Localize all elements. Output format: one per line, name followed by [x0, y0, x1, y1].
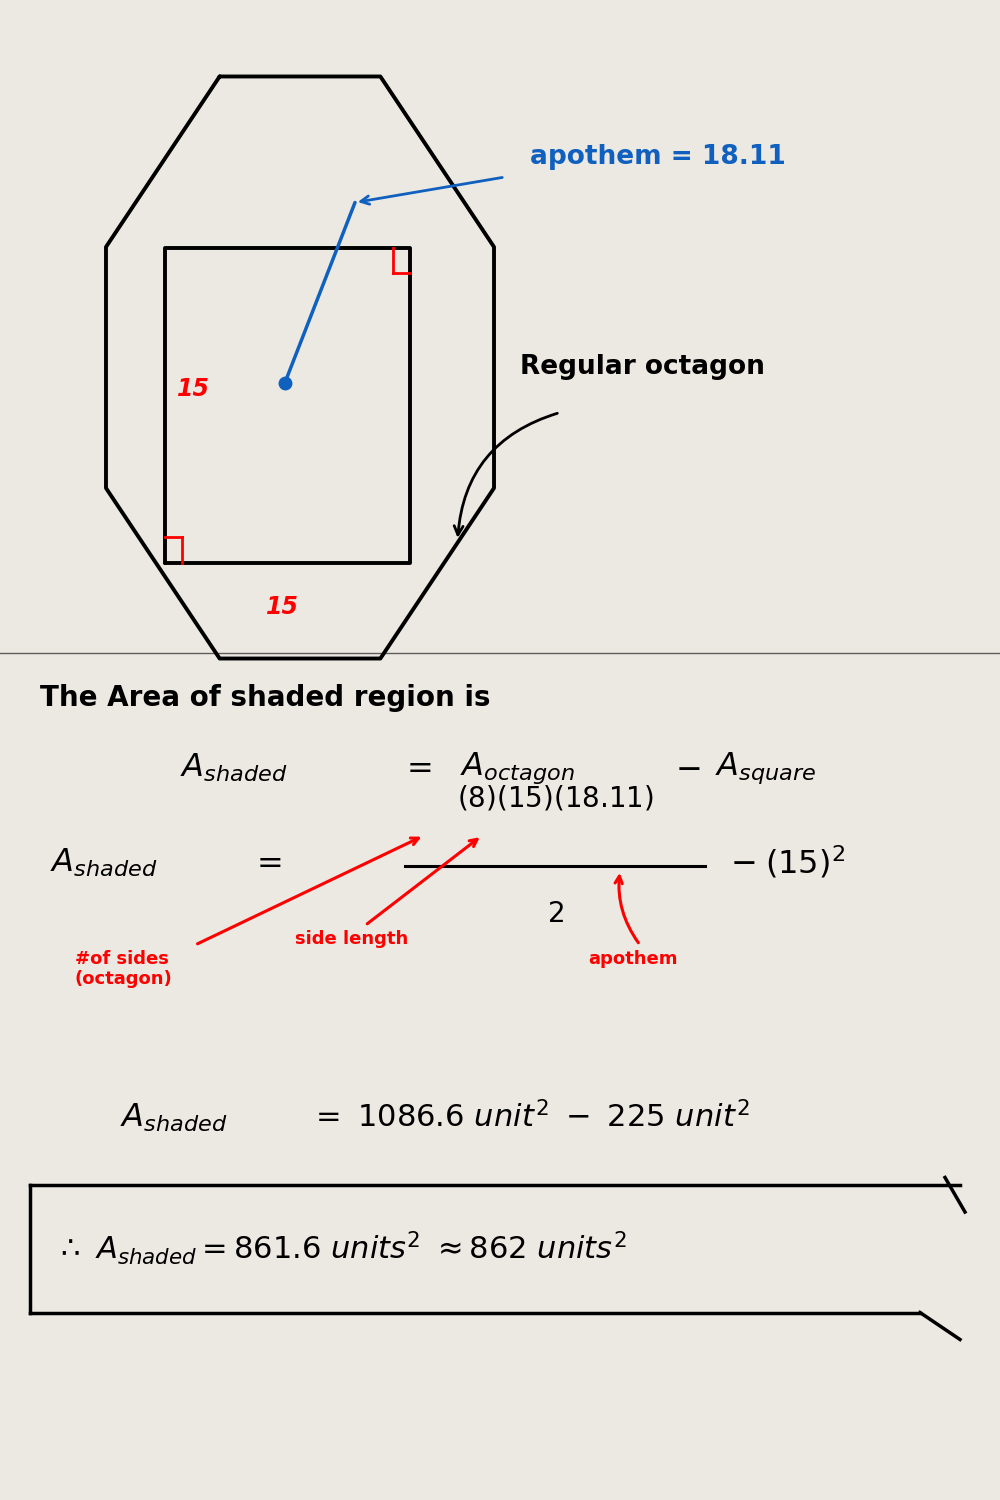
Text: $\mathit{A}_{shaded}$: $\mathit{A}_{shaded}$ — [180, 752, 287, 784]
Text: 15: 15 — [266, 596, 299, 619]
Text: $-$: $-$ — [675, 753, 700, 783]
Text: $\mathit{A}_{shaded}$: $\mathit{A}_{shaded}$ — [50, 846, 157, 879]
Text: apothem = 18.11: apothem = 18.11 — [530, 144, 786, 171]
Text: $(15)^{2}$: $(15)^{2}$ — [765, 844, 845, 880]
Text: $(8)(15)(18.11)$: $(8)(15)(18.11)$ — [457, 784, 653, 813]
Text: $\mathit{A}_{shaded}$: $\mathit{A}_{shaded}$ — [120, 1101, 227, 1134]
Text: $2$: $2$ — [547, 900, 563, 928]
Text: $=\ 1086.6\ unit^{2}\ -\ 225\ unit^{2}$: $=\ 1086.6\ unit^{2}\ -\ 225\ unit^{2}$ — [310, 1101, 750, 1134]
Text: $-$: $-$ — [730, 847, 755, 877]
Text: $=$: $=$ — [400, 753, 432, 783]
Text: #of sides
(octagon): #of sides (octagon) — [75, 950, 173, 988]
Text: $\mathit{A}_{square}$: $\mathit{A}_{square}$ — [715, 750, 816, 786]
Text: $\therefore\ \mathit{A}_{shaded} = 861.6\ units^{2}\ \approx 862\ units^{2}$: $\therefore\ \mathit{A}_{shaded} = 861.6… — [55, 1228, 627, 1268]
Text: Regular octagon: Regular octagon — [520, 354, 765, 381]
Text: 15: 15 — [176, 378, 210, 402]
Text: The Area of shaded region is: The Area of shaded region is — [40, 684, 490, 711]
Text: $=$: $=$ — [250, 847, 282, 877]
Text: $\mathit{A}_{octagon}$: $\mathit{A}_{octagon}$ — [460, 750, 575, 786]
Text: apothem: apothem — [588, 950, 678, 968]
Text: side length: side length — [295, 930, 408, 948]
